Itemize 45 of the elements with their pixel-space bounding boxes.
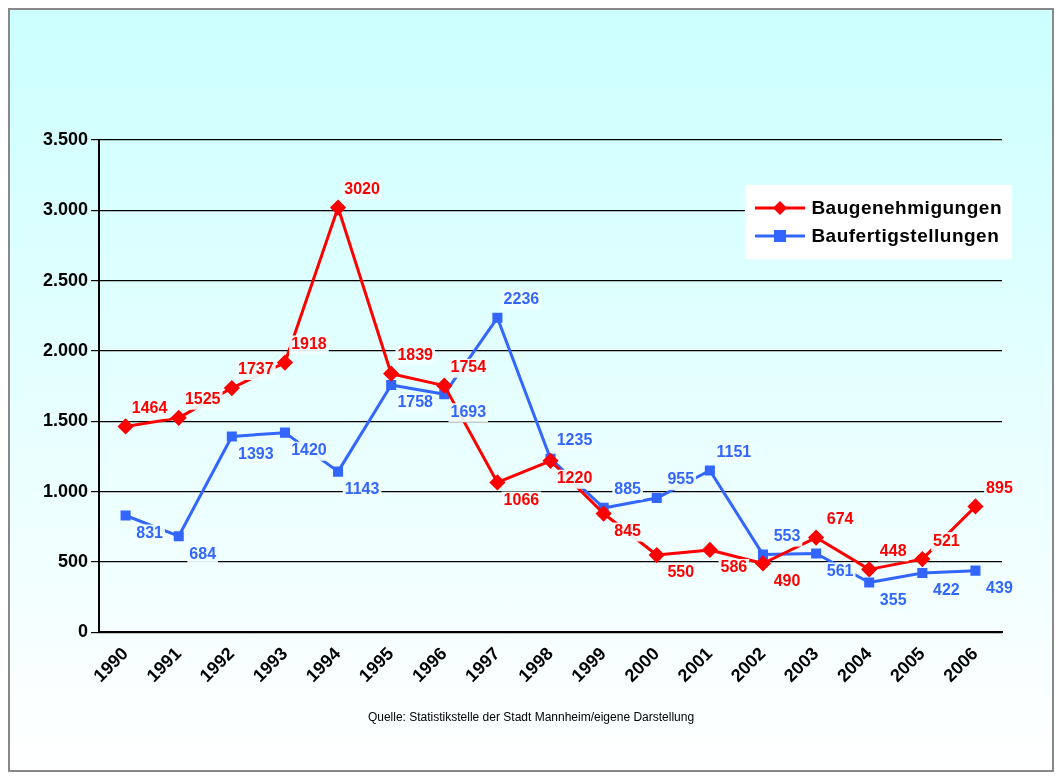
y-tick-label: 500 [58, 551, 89, 572]
y-tick-label: 2.500 [43, 269, 89, 290]
legend-label: Baufertigstellungen [811, 225, 1000, 247]
data-label: 3020 [344, 179, 380, 197]
data-label: 586 [720, 558, 748, 576]
data-label: 1918 [291, 334, 327, 352]
data-label: 1420 [291, 441, 327, 459]
data-label: 1758 [397, 393, 434, 411]
data-label: 1066 [503, 490, 540, 508]
data-label: 1464 [131, 398, 168, 416]
data-label: 845 [614, 521, 642, 539]
data-label: 553 [773, 527, 801, 545]
data-label: 1754 [450, 358, 487, 376]
data-label: 439 [986, 579, 1013, 597]
data-label: 1525 [184, 390, 221, 408]
data-label: 422 [932, 581, 960, 599]
data-label: 1235 [556, 431, 593, 449]
data-label: 448 [879, 541, 907, 559]
data-label: 885 [614, 480, 642, 498]
y-tick-label: 1.000 [43, 480, 89, 501]
y-tick-label: 3.500 [43, 128, 89, 149]
data-label: 1737 [238, 360, 274, 378]
data-label: 1220 [556, 469, 593, 487]
data-label: 1839 [397, 346, 434, 364]
y-tick-label: 2.000 [43, 340, 89, 360]
data-label: 355 [879, 590, 907, 608]
data-label: 561 [826, 561, 854, 579]
data-label: 955 [667, 470, 695, 488]
data-label: 1693 [450, 402, 487, 420]
legend-label: Baugenehmigungen [811, 197, 1002, 219]
data-label: 550 [667, 563, 695, 581]
data-label: 831 [136, 523, 164, 541]
y-tick-label: 3.000 [43, 199, 89, 220]
source-note: Quelle: Statistikstelle der Stadt Mannheim/eigene Darstellung [366, 710, 696, 724]
data-label: 674 [826, 509, 854, 527]
y-tick-label: 0 [78, 621, 89, 642]
data-label: 1143 [344, 480, 380, 498]
data-label: 684 [189, 544, 217, 562]
data-label: 521 [932, 531, 960, 549]
y-tick-label: 1.500 [43, 410, 89, 431]
data-label: 490 [773, 571, 801, 589]
data-label: 1393 [238, 444, 274, 462]
data-label: 2236 [503, 290, 540, 308]
data-label: 895 [986, 478, 1013, 496]
data-label: 1151 [716, 442, 752, 460]
